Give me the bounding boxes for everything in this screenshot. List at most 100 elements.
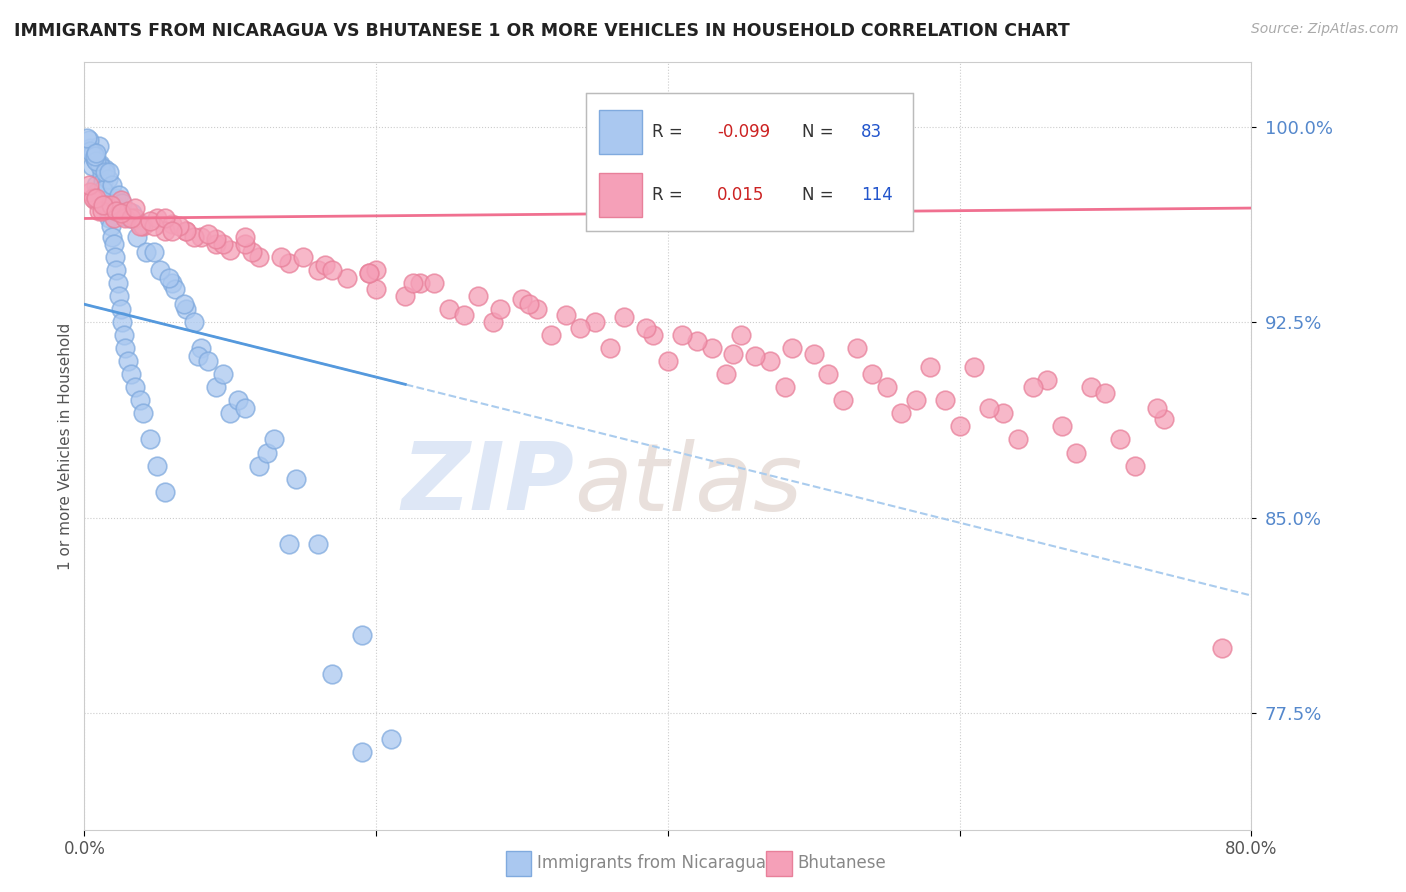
Point xyxy=(94,164,117,178)
Point xyxy=(132,219,155,234)
Point xyxy=(1123,458,1146,473)
Point xyxy=(226,393,249,408)
Point xyxy=(129,217,152,231)
Point xyxy=(540,328,562,343)
Point xyxy=(114,211,136,226)
Point xyxy=(1050,419,1073,434)
Point xyxy=(96,198,118,212)
Point xyxy=(1211,640,1233,655)
Point xyxy=(98,164,121,178)
Y-axis label: 1 or more Vehicles in Household: 1 or more Vehicles in Household xyxy=(58,322,73,570)
Point xyxy=(277,255,299,269)
Point xyxy=(135,245,157,260)
Point xyxy=(993,407,1015,421)
Point xyxy=(83,194,105,208)
Point xyxy=(963,359,986,374)
Point xyxy=(307,263,329,277)
Point xyxy=(125,229,148,244)
Point xyxy=(277,536,299,550)
Point xyxy=(118,211,141,226)
Point xyxy=(80,160,103,174)
Point xyxy=(190,229,212,244)
Point xyxy=(105,203,128,218)
Point xyxy=(120,368,142,382)
Point xyxy=(700,342,723,356)
Point xyxy=(212,368,235,382)
Point xyxy=(321,666,343,681)
Text: ZIP: ZIP xyxy=(402,438,575,531)
Point xyxy=(98,211,121,226)
Point xyxy=(84,191,107,205)
Point xyxy=(1109,433,1132,447)
Point xyxy=(817,368,839,382)
Point xyxy=(103,211,125,226)
Point xyxy=(401,277,423,291)
Point xyxy=(97,203,120,218)
Point xyxy=(89,157,111,171)
Point xyxy=(467,289,489,303)
Point xyxy=(204,232,226,246)
Point xyxy=(176,302,198,317)
Point xyxy=(204,237,226,252)
Point xyxy=(350,627,373,641)
Point xyxy=(482,316,505,330)
Point xyxy=(716,368,738,382)
Point xyxy=(111,195,134,210)
Point xyxy=(146,458,169,473)
Point xyxy=(671,328,693,343)
Point xyxy=(108,289,131,303)
Point xyxy=(121,206,143,220)
Point xyxy=(366,282,388,296)
Point xyxy=(96,198,118,212)
Point xyxy=(84,154,107,169)
Point xyxy=(97,172,120,186)
Point xyxy=(920,359,942,374)
Point xyxy=(91,198,114,212)
Point xyxy=(409,277,432,291)
Text: atlas: atlas xyxy=(575,439,803,530)
Point xyxy=(176,224,198,238)
Point xyxy=(153,211,176,226)
Point xyxy=(1153,411,1175,425)
Point xyxy=(110,302,132,317)
Point xyxy=(128,393,150,408)
Point xyxy=(160,224,183,238)
Point xyxy=(187,349,209,363)
Point xyxy=(107,277,129,291)
Point xyxy=(79,141,101,155)
Point xyxy=(240,245,263,260)
Point xyxy=(86,186,108,200)
Point xyxy=(124,380,146,394)
Point xyxy=(149,263,172,277)
Point xyxy=(91,175,114,189)
Point xyxy=(76,131,98,145)
Point xyxy=(860,368,883,382)
Point xyxy=(104,251,127,265)
Point xyxy=(846,342,869,356)
Text: IMMIGRANTS FROM NICARAGUA VS BHUTANESE 1 OR MORE VEHICLES IN HOUSEHOLD CORRELATI: IMMIGRANTS FROM NICARAGUA VS BHUTANESE 1… xyxy=(14,22,1070,40)
Point xyxy=(120,211,142,226)
Point xyxy=(583,316,606,330)
Point xyxy=(112,328,135,343)
Point xyxy=(284,471,307,485)
Point xyxy=(890,407,912,421)
Point xyxy=(101,229,124,244)
Point xyxy=(730,328,752,343)
Point xyxy=(117,203,139,218)
Point xyxy=(292,251,315,265)
Point xyxy=(160,277,183,291)
Point xyxy=(219,243,242,257)
Point xyxy=(176,224,198,238)
Point xyxy=(780,342,803,356)
Point xyxy=(124,201,146,215)
Point xyxy=(163,282,186,296)
Point xyxy=(91,183,114,197)
Point xyxy=(489,302,512,317)
Point xyxy=(876,380,898,394)
Point xyxy=(94,162,117,177)
Point xyxy=(89,160,111,174)
Point xyxy=(143,219,166,234)
Point xyxy=(759,354,782,368)
Point xyxy=(108,188,131,202)
Point xyxy=(183,316,205,330)
